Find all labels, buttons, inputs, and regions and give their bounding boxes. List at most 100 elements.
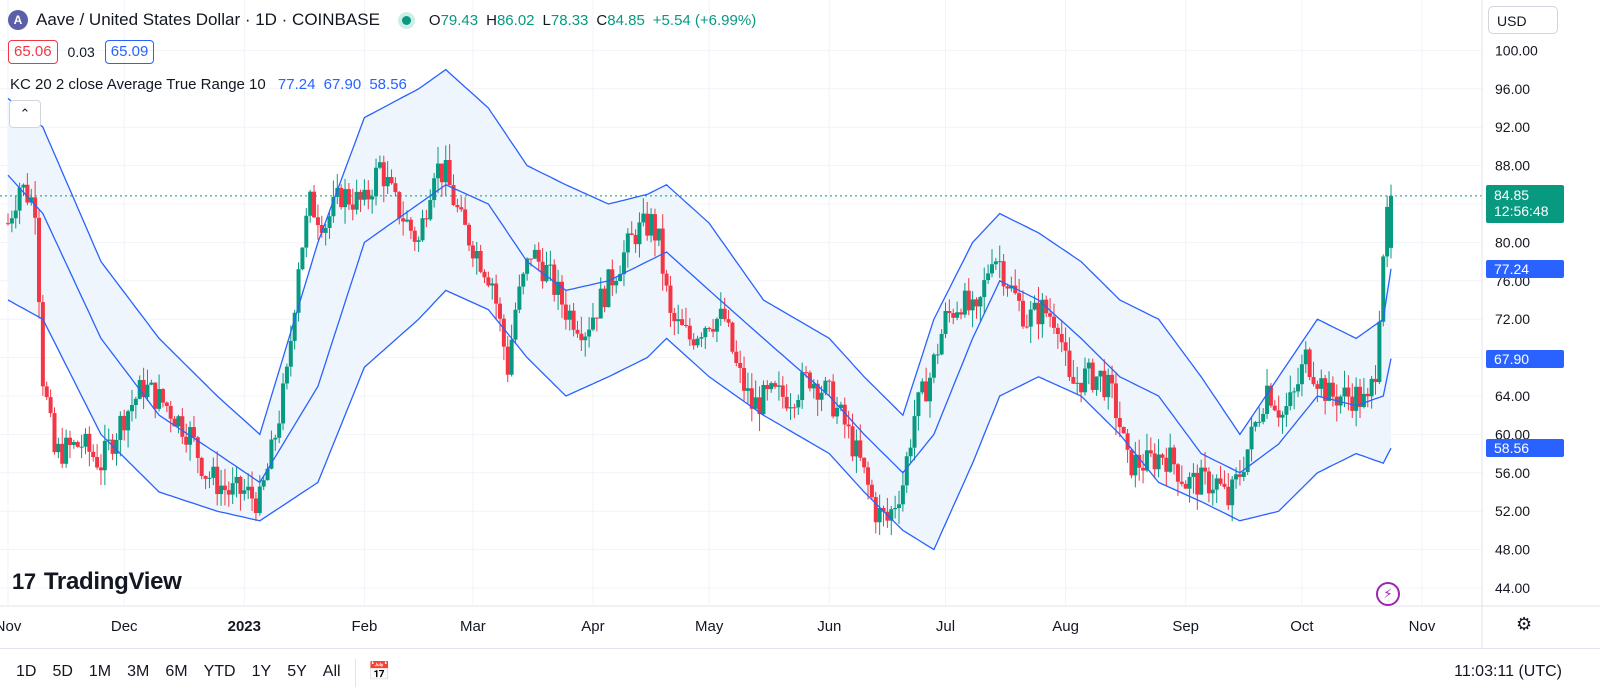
currency-select[interactable]: USD	[1488, 6, 1558, 34]
candle-down	[33, 197, 38, 218]
candle-up	[532, 249, 537, 259]
candle-down	[451, 185, 456, 206]
toolbar-divider	[355, 659, 356, 687]
candle-up	[997, 261, 1002, 263]
candle-down	[122, 415, 127, 431]
keltner-middle-line	[7, 174, 1392, 484]
last-price-label: 84.85 12:56:48	[1486, 184, 1564, 223]
keltner-band-fill	[8, 69, 1391, 550]
candle-up	[420, 218, 425, 241]
candle-up	[517, 286, 522, 310]
candle-up	[1361, 393, 1366, 407]
candle-down	[319, 225, 324, 233]
candle-down	[947, 311, 952, 314]
price-tick-label: 56.00	[1495, 465, 1530, 481]
candle-down	[467, 224, 472, 246]
spread-value: 0.03	[67, 44, 95, 60]
range-all-button[interactable]: All	[322, 663, 341, 680]
candle-down	[222, 485, 227, 491]
candle-up	[234, 476, 239, 484]
candle-down	[350, 204, 355, 210]
candle-down	[6, 223, 10, 225]
price-tick-label: 92.00	[1495, 119, 1530, 135]
symbol-title[interactable]: Aave / United States Dollar · 1D · COINB…	[36, 10, 380, 29]
candle-down	[1276, 410, 1281, 418]
price-axis[interactable]: 44.0048.0052.0056.0060.0064.0068.0072.00…	[1481, 0, 1538, 648]
candle-down	[757, 397, 762, 415]
candle-down	[1272, 405, 1277, 411]
price-tick-label: 72.00	[1495, 311, 1530, 327]
candle-up	[284, 366, 289, 384]
range-6m-button[interactable]: 6M	[165, 663, 188, 680]
candle-down	[1137, 454, 1142, 468]
candle-up	[606, 269, 611, 308]
candle-up	[761, 384, 766, 415]
candle-up	[1156, 454, 1161, 470]
candle-up	[17, 187, 22, 211]
candle-up	[897, 504, 902, 508]
tradingview-logo[interactable]: 17 TradingView	[12, 568, 182, 596]
candle-down	[842, 404, 847, 425]
candle-down	[408, 219, 413, 231]
market-status-icon[interactable]	[401, 15, 411, 25]
utc-clock[interactable]: 11:03:11 (UTC)	[1454, 663, 1562, 680]
candle-down	[602, 288, 607, 308]
candle-up	[71, 442, 76, 445]
candle-up	[219, 485, 224, 495]
candle-down	[44, 386, 49, 398]
candle-down	[1148, 450, 1153, 454]
indicator-legend[interactable]: KC 20 2 close Average True Range 10 77.2…	[10, 76, 411, 93]
candle-down	[1311, 377, 1316, 385]
candle-down	[1152, 453, 1157, 470]
candle-up	[1299, 364, 1304, 385]
candle-up	[993, 261, 998, 265]
candle-down	[792, 407, 797, 409]
candle-up	[1377, 321, 1382, 383]
candle-up	[970, 299, 975, 311]
range-5d-button[interactable]: 5D	[52, 663, 73, 680]
candle-down	[804, 372, 809, 374]
candle-up	[943, 311, 948, 334]
buy-price-button[interactable]: 65.09	[104, 40, 155, 64]
candle-up	[776, 385, 781, 387]
candle-down	[858, 440, 863, 458]
candle-down	[730, 322, 735, 352]
indicator-name[interactable]: KC 20 2 close Average True Range 10	[10, 76, 266, 93]
range-1d-button[interactable]: 1D	[16, 663, 37, 680]
range-3m-button[interactable]: 3M	[127, 663, 150, 680]
settings-icon[interactable]: ⚙	[1516, 614, 1533, 634]
candle-up	[928, 377, 933, 402]
candle-up	[962, 290, 967, 315]
candle-up	[83, 433, 88, 447]
candle-up	[1032, 302, 1037, 310]
range-ytd-button[interactable]: YTD	[203, 663, 236, 680]
candle-up	[1210, 489, 1215, 494]
indicator-value-upper: 77.24	[277, 76, 316, 93]
candle-up	[1284, 406, 1289, 415]
candle-down	[1222, 483, 1227, 487]
flash-icon[interactable]: ⚡	[1376, 582, 1400, 606]
calendar-range-icon[interactable]: 📅	[368, 661, 391, 681]
candle-down	[160, 389, 165, 403]
candle-down	[1005, 286, 1010, 289]
candle-up	[304, 215, 309, 248]
candle-down	[1183, 483, 1188, 489]
candle-down	[1063, 342, 1068, 351]
range-1y-button[interactable]: 1Y	[251, 663, 272, 680]
collapse-icon[interactable]: ⌃	[9, 100, 41, 128]
candle-down	[827, 380, 832, 382]
candle-up	[939, 333, 944, 355]
candle-up	[327, 216, 332, 228]
sell-price-button[interactable]: 65.06	[8, 40, 58, 64]
candle-up	[1261, 413, 1266, 422]
range-1m-button[interactable]: 1M	[88, 663, 112, 680]
price-chart[interactable]: 44.0048.0052.0056.0060.0064.0068.0072.00…	[0, 0, 1600, 648]
candle-up	[335, 187, 340, 197]
time-axis[interactable]: Nov Dec 2023 Feb Mar Apr May Jun Jul Aug Sep Oct Nov	[0, 618, 1436, 635]
candle-down	[540, 261, 545, 282]
range-5y-button[interactable]: 5Y	[287, 663, 307, 680]
candle-down	[1350, 396, 1355, 411]
candle-down	[1195, 472, 1200, 495]
last-price-value: 84.85	[1494, 186, 1530, 203]
candle-up	[323, 227, 328, 233]
